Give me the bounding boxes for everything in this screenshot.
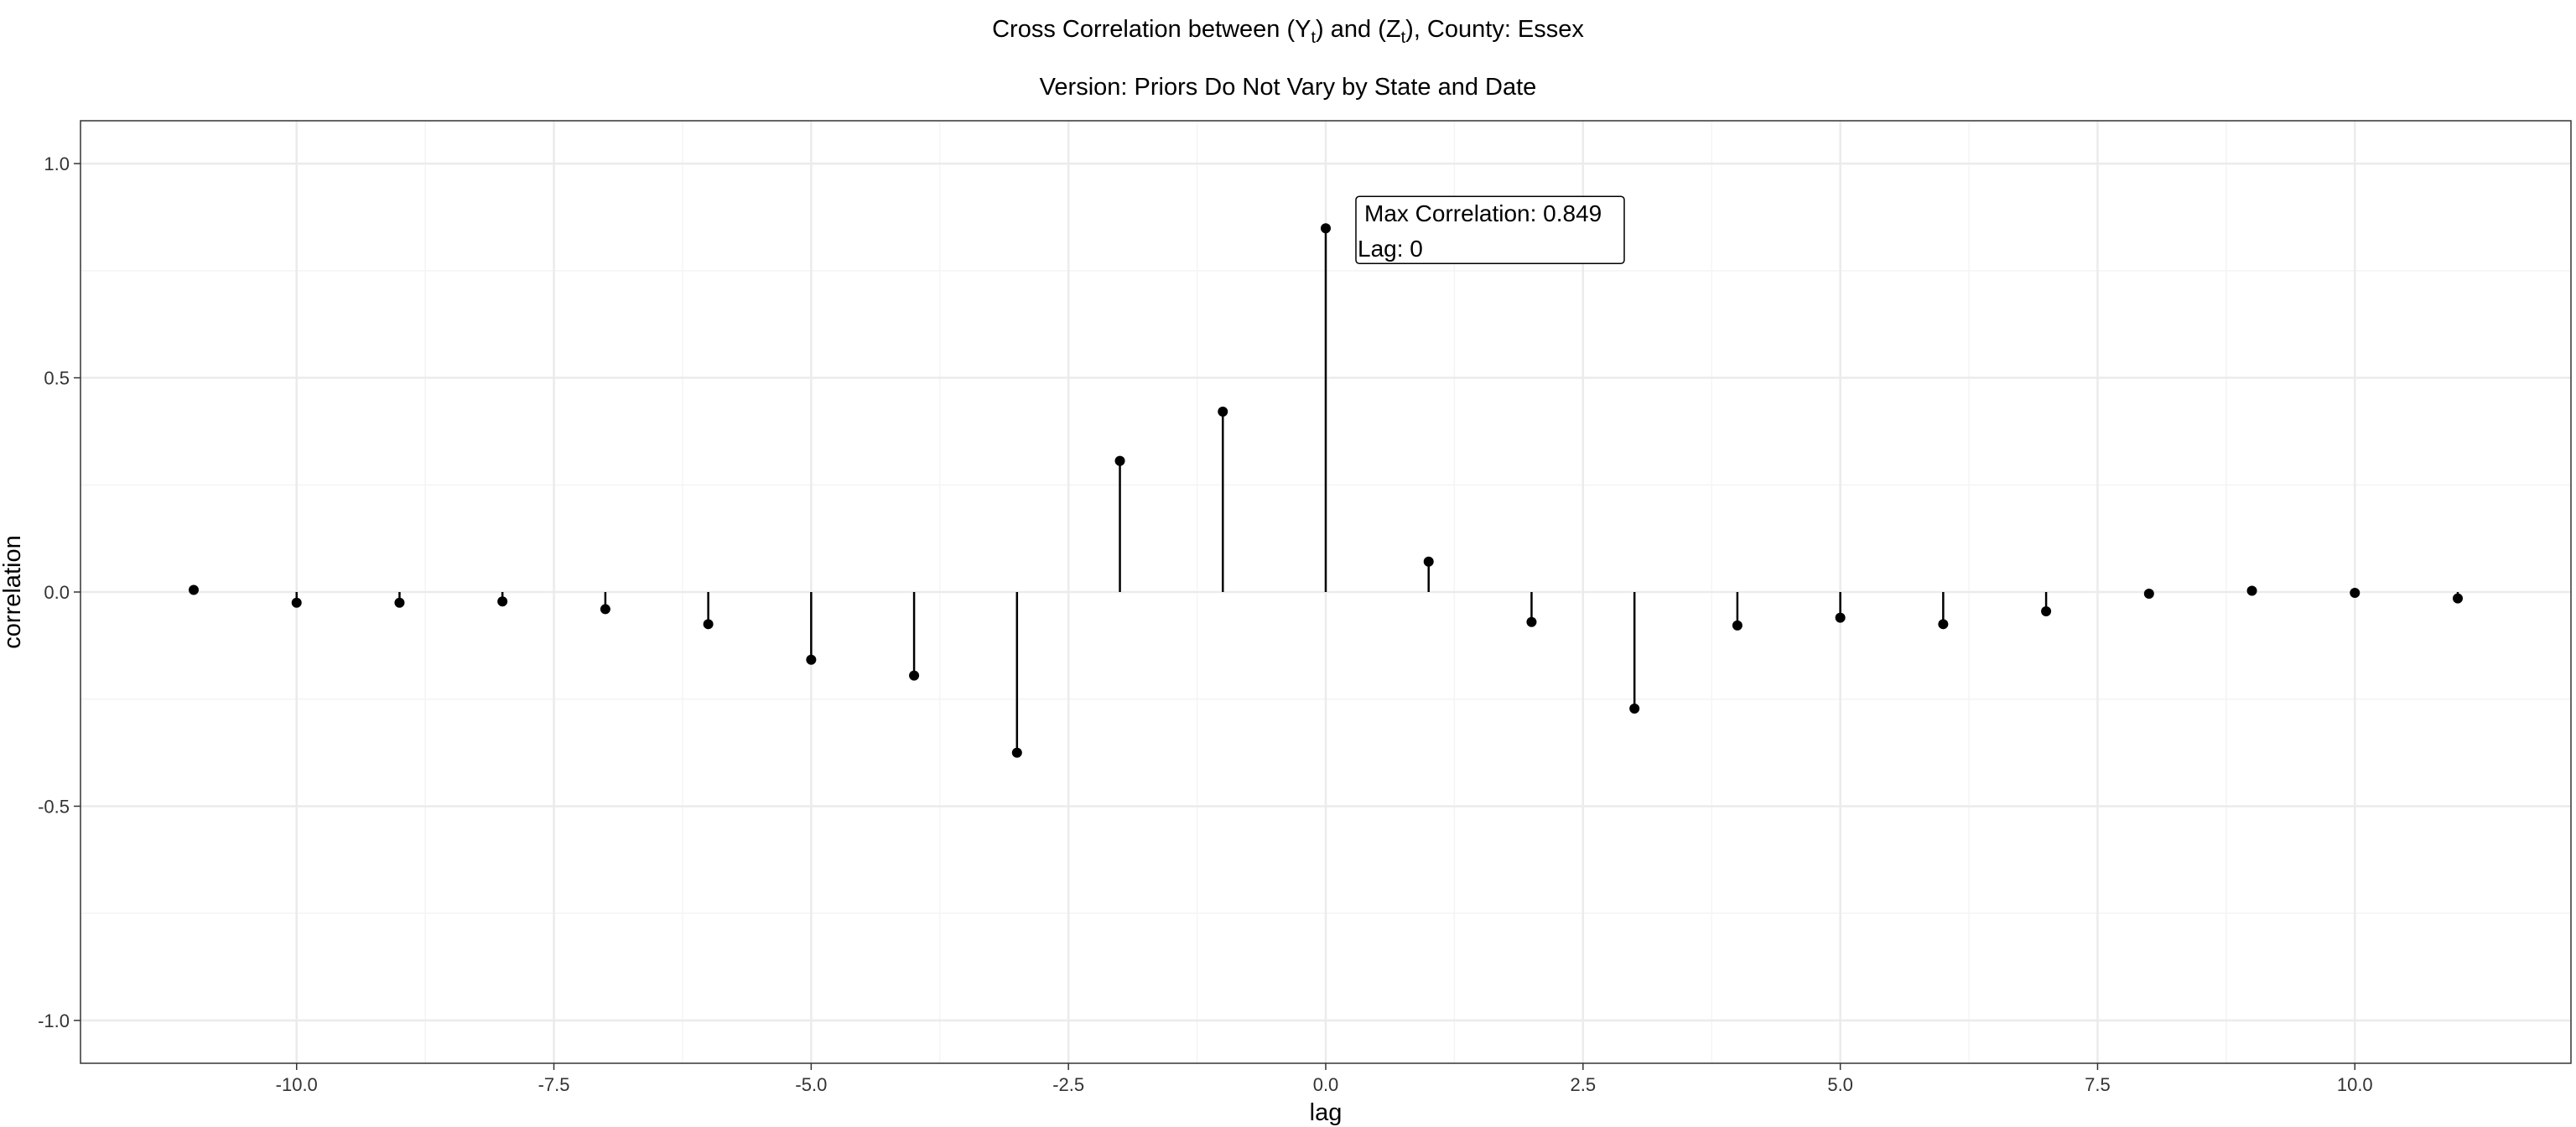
x-axis-title: lag — [1310, 1099, 1343, 1126]
point-lag--2 — [1114, 455, 1125, 466]
x-tick-label: 5.0 — [1827, 1074, 1853, 1095]
max-correlation-annotation: Max Correlation: 0.849 Lag: 0 — [1355, 195, 1625, 264]
title-z-subscript: t — [1401, 29, 1406, 47]
point-lag--4 — [909, 670, 920, 681]
y-tick-label: -0.5 — [38, 796, 70, 817]
y-axis-title: correlation — [0, 535, 26, 648]
chart-title: Cross Correlation between (Yt) and (Zt),… — [992, 16, 1584, 47]
point-lag-5 — [1835, 612, 1846, 623]
correlation-points — [189, 223, 2463, 758]
correlation-stems — [192, 228, 2459, 753]
point-lag-1 — [1423, 556, 1434, 567]
point-lag-3 — [1629, 703, 1640, 714]
point-lag--11 — [189, 584, 199, 595]
x-tick-label: 7.5 — [2085, 1074, 2111, 1095]
title-y-var: Y — [1295, 16, 1311, 43]
y-tick-label: -1.0 — [38, 1010, 70, 1031]
x-axis: -10.0 -7.5 -5.0 -2.5 0.0 2.5 5.0 7.5 10.0 — [276, 1063, 2373, 1095]
title-z-var: Z — [1386, 16, 1401, 43]
annotation-box — [1355, 195, 1625, 264]
x-tick-label: -5.0 — [795, 1074, 827, 1095]
point-lag--9 — [394, 597, 405, 608]
point-lag-8 — [2143, 589, 2154, 600]
x-tick-label: -7.5 — [538, 1074, 570, 1095]
y-tick-label: 1.0 — [44, 153, 70, 174]
y-axis: 1.0 0.5 0.0 -0.5 -1.0 — [38, 153, 80, 1031]
point-lag--7 — [600, 604, 610, 615]
x-tick-label: -2.5 — [1052, 1074, 1084, 1095]
point-lag--1 — [1218, 406, 1228, 417]
point-lag--10 — [291, 597, 302, 608]
point-lag-0 — [1321, 223, 1331, 234]
annotation-max-correlation: Max Correlation: 0.849 — [1364, 200, 1602, 226]
point-lag--5 — [806, 654, 817, 665]
x-tick-label: 0.0 — [1313, 1074, 1339, 1095]
point-lag--8 — [497, 596, 508, 607]
point-lag--6 — [703, 619, 714, 630]
title-between: ) and ( — [1316, 16, 1386, 43]
point-lag-6 — [1938, 619, 1949, 630]
point-lag-2 — [1526, 616, 1537, 627]
x-tick-label: -10.0 — [276, 1074, 318, 1095]
point-lag-4 — [1732, 620, 1742, 631]
x-tick-label: 2.5 — [1571, 1074, 1597, 1095]
x-tick-label: 10.0 — [2337, 1074, 2373, 1095]
y-tick-label: 0.5 — [44, 368, 70, 389]
title-y-subscript: t — [1311, 29, 1316, 47]
point-lag--3 — [1011, 747, 1022, 758]
point-lag-10 — [2350, 588, 2360, 599]
title-suffix: ), County: Essex — [1405, 16, 1584, 43]
chart-subtitle: Version: Priors Do Not Vary by State and… — [1040, 74, 1537, 101]
point-lag-7 — [2041, 605, 2052, 616]
annotation-lag: Lag: 0 — [1358, 236, 1423, 262]
point-lag-11 — [2453, 593, 2463, 604]
point-lag-9 — [2246, 585, 2257, 596]
y-tick-label: 0.0 — [44, 582, 70, 603]
title-prefix: Cross Correlation between ( — [992, 16, 1295, 43]
